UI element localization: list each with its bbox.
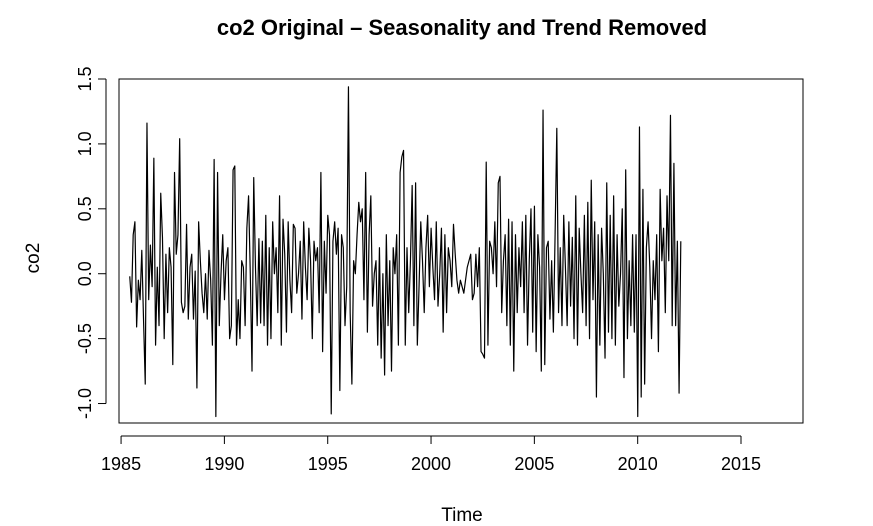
series-line [129, 86, 682, 418]
y-axis: -1.0 -0.5 0.0 0.5 1.0 1.5 [75, 66, 107, 419]
y-tick-label: 0.5 [75, 196, 95, 221]
y-tick-label: -0.5 [75, 323, 95, 354]
x-tick-label: 1990 [204, 454, 244, 474]
x-tick-label: 2005 [514, 454, 554, 474]
x-tick-label: 2000 [411, 454, 451, 474]
y-tick-label: 0.0 [75, 261, 95, 286]
x-tick-label: 2015 [721, 454, 761, 474]
x-axis: 1985 1990 1995 2000 2005 2010 2015 [101, 435, 761, 474]
x-tick-label: 1995 [308, 454, 348, 474]
x-tick-label: 1985 [101, 454, 141, 474]
plot-frame [118, 78, 804, 424]
chart-title: co2 Original – Seasonality and Trend Rem… [217, 15, 707, 40]
y-tick-label: -1.0 [75, 388, 95, 419]
y-axis-label: co2 [23, 243, 44, 274]
y-tick-label: 1.5 [75, 66, 95, 91]
x-axis-label: Time [441, 505, 483, 526]
y-tick-label: 1.0 [75, 131, 95, 156]
x-tick-label: 2010 [618, 454, 658, 474]
